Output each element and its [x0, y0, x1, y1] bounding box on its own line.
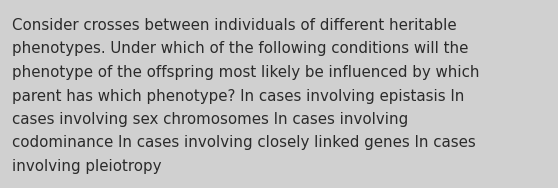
- Text: Consider crosses between individuals of different heritable: Consider crosses between individuals of …: [12, 18, 456, 33]
- Text: phenotypes. Under which of the following conditions will the: phenotypes. Under which of the following…: [12, 42, 468, 57]
- Text: involving pleiotropy: involving pleiotropy: [12, 159, 161, 174]
- Text: cases involving sex chromosomes In cases involving: cases involving sex chromosomes In cases…: [12, 112, 408, 127]
- Text: codominance In cases involving closely linked genes In cases: codominance In cases involving closely l…: [12, 136, 476, 151]
- Text: parent has which phenotype? In cases involving epistasis In: parent has which phenotype? In cases inv…: [12, 89, 464, 104]
- Text: phenotype of the offspring most likely be influenced by which: phenotype of the offspring most likely b…: [12, 65, 479, 80]
